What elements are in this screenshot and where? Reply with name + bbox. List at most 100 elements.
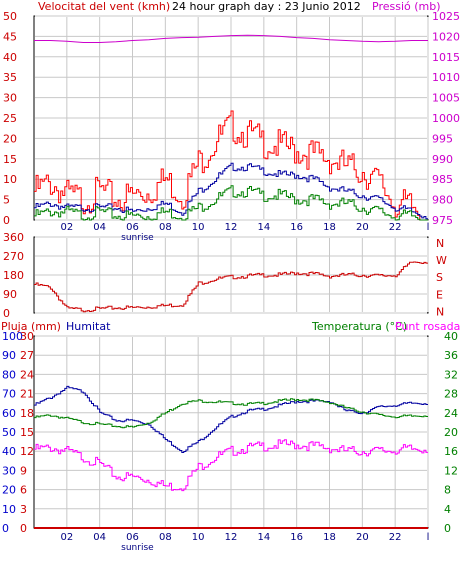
x-tick-label: 10 [192,532,205,543]
series-wind-avg [34,162,428,220]
y2-tick-label: 980 [432,194,453,207]
y-tick-label: 100 [2,330,23,343]
direction-letter: N [436,305,444,318]
y-tick-label: 5 [3,194,10,207]
wind-axis-title: Velocitat del vent (kmh) [38,0,170,13]
y-tick-label: 20 [3,132,17,145]
x-tick-label: 20 [356,532,369,543]
series-direction [34,261,428,313]
series-temperature [34,398,428,429]
x-tick-label: 12 [225,532,238,543]
y-inner-tick-label: 18 [20,407,34,420]
y2-tick-label: 1025 [432,10,460,23]
series-layer [34,34,428,529]
x-tick-label: 16 [290,222,303,233]
y-tick-label: 50 [2,426,16,439]
x-tick-label: 22 [389,532,402,543]
y-tick-label: 90 [2,349,16,362]
y2-tick-label: 0 [444,522,451,535]
sunrise-label: sunrise [121,233,154,243]
y-tick-label: 0 [3,307,10,320]
x-tick-label: 22 [389,222,402,233]
y-inner-tick-label: 0 [20,522,27,535]
axis-labels: 0202040406060808101012121414161618182020… [2,10,460,553]
y2-tick-label: 995 [432,132,453,145]
y2-tick-label: 16 [444,445,458,458]
y-tick-label: 40 [2,445,16,458]
y-tick-label: 15 [3,153,17,166]
y2-tick-label: 985 [432,173,453,186]
series-humidity [34,385,428,453]
series-wind-low [34,185,428,221]
y-tick-label: 35 [3,71,17,84]
direction-letter: N [436,237,444,250]
direction-letter: S [436,271,443,284]
humidity-axis-title: Humitat [66,320,111,333]
x-tick-label: l [427,222,430,233]
y2-tick-label: 1000 [432,112,460,125]
y-inner-tick-label: 30 [20,330,34,343]
y-tick-label: 45 [3,30,17,43]
dew-point-axis-title: Punt rosada [395,320,460,333]
y-tick-label: 30 [3,92,17,105]
x-tick-label: l [427,532,430,543]
y-tick-label: 0 [3,214,10,227]
temperature-axis-title: Temperatura (°C) [311,320,407,333]
y2-tick-label: 990 [432,153,453,166]
x-tick-label: 20 [356,222,369,233]
y2-tick-label: 1010 [432,71,460,84]
x-tick-label: 08 [159,222,172,233]
x-tick-label: 06 [126,532,139,543]
y2-tick-label: 32 [444,368,458,381]
graph-title: 24 hour graph day : 23 Junio 2012 [172,0,361,13]
y-tick-label: 70 [2,388,16,401]
y-tick-label: 270 [3,250,24,263]
y-inner-tick-label: 15 [20,426,34,439]
y-tick-label: 10 [3,173,17,186]
y-tick-label: 50 [3,10,17,23]
x-tick-label: 02 [60,222,73,233]
x-tick-label: 14 [257,222,270,233]
rain-axis-title: Pluja (mm) [1,320,61,333]
y-tick-label: 60 [2,407,16,420]
x-tick-label: 04 [93,532,106,543]
y2-tick-label: 12 [444,464,458,477]
y-inner-tick-label: 6 [20,484,27,497]
direction-letter: W [436,254,447,267]
y-inner-tick-label: 27 [20,349,34,362]
x-tick-label: 10 [192,222,205,233]
x-tick-label: 16 [290,532,303,543]
y-inner-tick-label: 3 [20,503,27,516]
y-inner-tick-label: 12 [20,445,34,458]
y-tick-label: 40 [3,51,17,64]
y-inner-tick-label: 24 [20,368,34,381]
x-tick-label: 08 [159,532,172,543]
series-pressure [34,34,428,43]
y2-tick-label: 1015 [432,51,460,64]
x-tick-label: 18 [323,532,336,543]
y2-tick-label: 24 [444,407,458,420]
series-wind-gust [34,110,428,221]
y2-tick-label: 1020 [432,30,460,43]
x-tick-label: 12 [225,222,238,233]
x-tick-label: 06 [126,222,139,233]
y-tick-label: 80 [2,368,16,381]
y2-tick-label: 1005 [432,92,460,105]
sunrise-label: sunrise [121,543,154,553]
y-tick-label: 360 [3,231,24,244]
grid-layer [35,15,429,529]
y2-tick-label: 975 [432,214,453,227]
y-inner-tick-label: 21 [20,388,34,401]
y-inner-tick-label: 9 [20,464,27,477]
x-tick-label: 14 [257,532,270,543]
y2-tick-label: 4 [444,503,451,516]
y-tick-label: 20 [2,484,16,497]
y-tick-label: 0 [2,522,9,535]
y2-tick-label: 36 [444,349,458,362]
x-tick-label: 02 [60,532,73,543]
y2-tick-label: 20 [444,426,458,439]
pressure-axis-title: Pressió (mb) [372,0,441,13]
y-tick-label: 10 [2,503,16,516]
